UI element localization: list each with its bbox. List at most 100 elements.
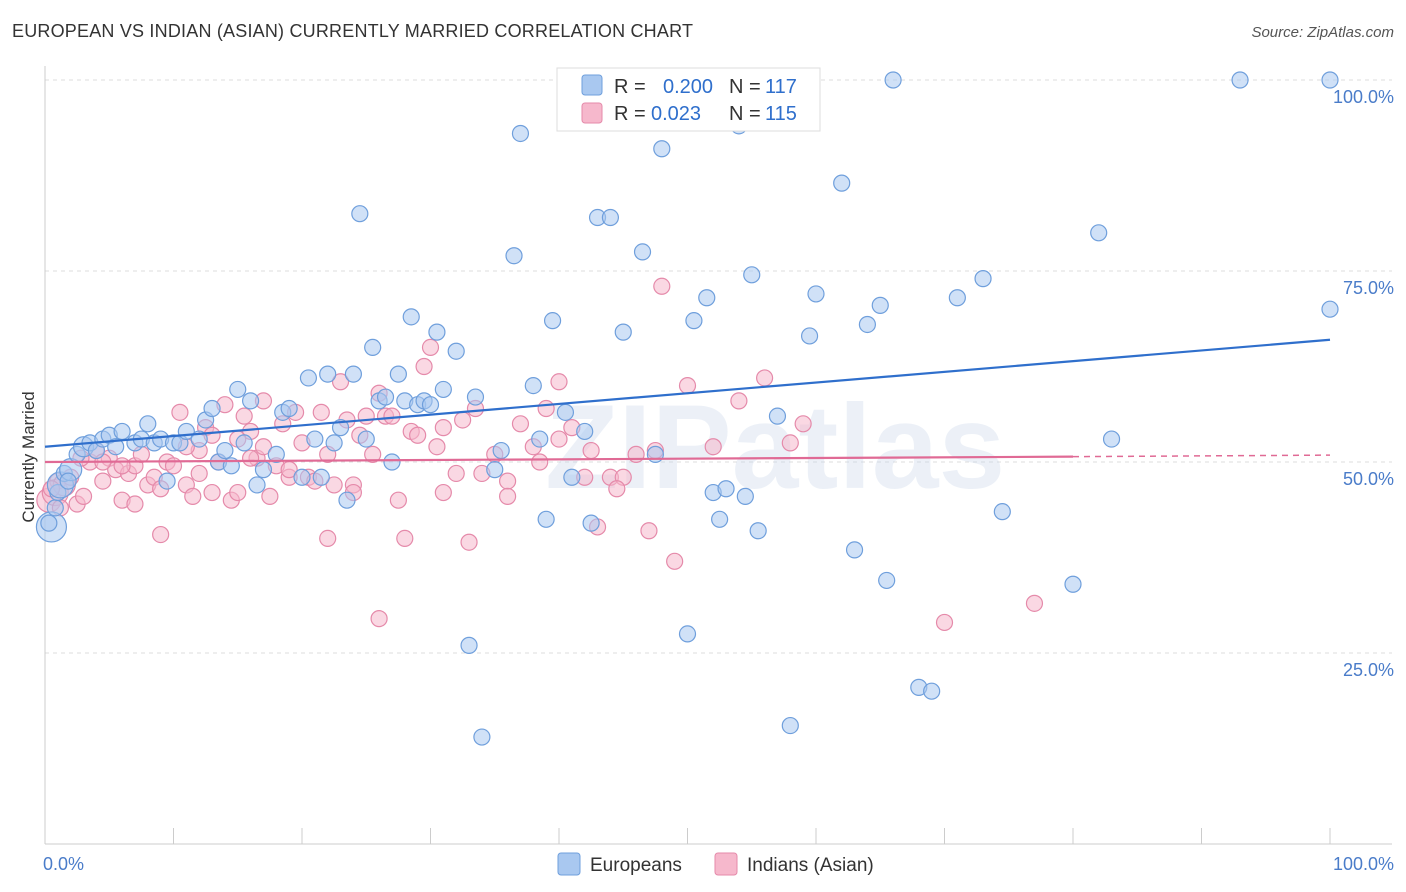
indian-point bbox=[171, 403, 189, 421]
series-european-points bbox=[35, 71, 1339, 746]
indian-point bbox=[415, 357, 433, 376]
european-point bbox=[293, 468, 311, 486]
european-point bbox=[543, 312, 562, 330]
european-point bbox=[229, 380, 247, 399]
european-point bbox=[781, 716, 799, 735]
axes bbox=[44, 66, 1392, 845]
indian-point bbox=[421, 338, 440, 356]
european-point bbox=[351, 205, 369, 223]
european-point bbox=[884, 71, 902, 89]
y-tick-label: 50.0% bbox=[1343, 469, 1394, 489]
european-point bbox=[242, 392, 260, 410]
indian-point bbox=[447, 464, 465, 483]
european-point bbox=[858, 315, 877, 334]
european-point bbox=[267, 445, 285, 463]
european-point bbox=[807, 285, 825, 303]
indian-point bbox=[229, 483, 247, 502]
source-label: Source: ZipAtlas.com bbox=[1251, 24, 1394, 41]
chart-title: EUROPEAN VS INDIAN (ASIAN) CURRENTLY MAR… bbox=[12, 21, 694, 41]
european-point bbox=[505, 247, 523, 265]
european-point bbox=[974, 270, 992, 288]
indian-point bbox=[499, 472, 517, 490]
european-point bbox=[678, 625, 697, 643]
indian-point bbox=[781, 434, 799, 452]
indian-trend-extension bbox=[1072, 454, 1331, 458]
indian-point bbox=[383, 407, 401, 425]
european-point bbox=[833, 174, 851, 192]
european-point bbox=[107, 438, 125, 456]
european-point bbox=[537, 510, 555, 528]
indian-point bbox=[254, 438, 273, 456]
european-point bbox=[743, 266, 761, 284]
indian-point bbox=[434, 419, 452, 437]
european-point bbox=[948, 289, 966, 307]
european-point bbox=[376, 388, 395, 406]
bottom-legend-swatch-european bbox=[557, 852, 581, 876]
european-point bbox=[845, 541, 864, 559]
european-point bbox=[1090, 224, 1108, 242]
european-point bbox=[1231, 71, 1249, 89]
european-point bbox=[524, 377, 542, 395]
x-tick-label-max: 100.0% bbox=[1333, 854, 1394, 874]
european-point bbox=[923, 682, 941, 700]
european-point bbox=[711, 510, 729, 528]
european-point bbox=[254, 461, 273, 479]
european-point bbox=[319, 365, 337, 383]
european-point bbox=[113, 422, 131, 441]
indian-point bbox=[184, 487, 202, 505]
indian-point bbox=[582, 441, 600, 460]
indian-point bbox=[511, 415, 530, 433]
indian-point bbox=[74, 487, 93, 505]
european-point bbox=[447, 342, 465, 360]
indian-trend-line bbox=[44, 455, 1074, 464]
indian-point bbox=[396, 529, 414, 548]
european-point bbox=[421, 396, 440, 414]
indian-point bbox=[261, 487, 279, 505]
indian-point bbox=[608, 480, 626, 498]
indian-point bbox=[190, 464, 208, 483]
indian-point bbox=[537, 399, 555, 418]
european-point bbox=[993, 503, 1011, 521]
legend-n-european: 117 bbox=[765, 76, 797, 98]
indian-point bbox=[319, 529, 337, 548]
top-legend: R = 0.200 N = 117 R = 0.023 N = 115 bbox=[556, 67, 821, 132]
european-point bbox=[614, 323, 632, 341]
european-point bbox=[633, 243, 652, 261]
european-point bbox=[216, 441, 234, 460]
y-axis-title: Currently Married bbox=[19, 391, 38, 522]
european-point bbox=[248, 476, 266, 494]
european-point bbox=[158, 472, 176, 490]
european-point bbox=[653, 140, 671, 158]
european-point bbox=[556, 403, 575, 421]
y-tick-label: 25.0% bbox=[1343, 660, 1394, 680]
indian-point bbox=[531, 453, 549, 471]
bottom-legend-indian: Indians (Asian) bbox=[747, 855, 874, 876]
european-point bbox=[402, 308, 420, 326]
y-tick-label: 100.0% bbox=[1333, 87, 1394, 107]
indian-point bbox=[434, 483, 452, 502]
european-point bbox=[312, 468, 330, 486]
european-point bbox=[576, 422, 594, 441]
european-trend-line bbox=[44, 338, 1331, 448]
european-point bbox=[306, 430, 324, 448]
european-point bbox=[1102, 430, 1121, 448]
indian-point bbox=[325, 476, 343, 494]
indian-point bbox=[640, 522, 658, 540]
indian-point bbox=[454, 411, 472, 429]
indian-point bbox=[704, 438, 722, 456]
legend-r-indian: 0.023 bbox=[651, 103, 701, 125]
european-point bbox=[434, 380, 452, 399]
indian-point bbox=[357, 407, 375, 425]
indian-point bbox=[678, 377, 697, 395]
european-point bbox=[1064, 575, 1082, 593]
european-point bbox=[46, 499, 64, 517]
european-point bbox=[531, 430, 549, 448]
legend-swatch-indian bbox=[581, 102, 603, 124]
indian-point bbox=[653, 277, 671, 295]
indian-point bbox=[935, 613, 954, 632]
european-point bbox=[871, 296, 889, 314]
european-point bbox=[428, 323, 446, 341]
indian-point bbox=[666, 552, 684, 570]
european-point bbox=[460, 636, 478, 654]
